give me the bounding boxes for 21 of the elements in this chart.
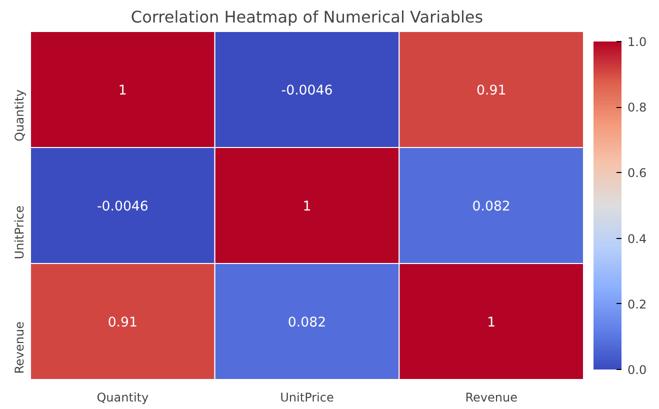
data-label: 0.91 bbox=[108, 316, 138, 330]
data-label: 0.082 bbox=[472, 200, 510, 214]
y-tick-label: Quantity bbox=[12, 89, 26, 142]
color-bar-label: 0.8 bbox=[628, 100, 647, 115]
x-tick-label: Quantity bbox=[96, 390, 149, 404]
color-bar-label: 1.0 bbox=[628, 35, 647, 49]
data-label: 1 bbox=[487, 316, 496, 330]
data-label: -0.0046 bbox=[96, 200, 148, 214]
data-label: -0.0046 bbox=[281, 84, 333, 98]
chart-title: Correlation Heatmap of Numerical Variables bbox=[130, 8, 484, 26]
y-tick-label: UnitPrice bbox=[12, 206, 26, 260]
color-bar-label: 0.2 bbox=[628, 297, 647, 312]
color-bar-label: 0.4 bbox=[628, 232, 647, 246]
x-tick-label: UnitPrice bbox=[280, 390, 334, 404]
data-label: 1 bbox=[302, 200, 312, 214]
data-label: 0.082 bbox=[288, 316, 326, 330]
color-bar-label: 0.0 bbox=[628, 363, 647, 377]
data-label: 1 bbox=[118, 84, 127, 98]
data-label: 0.91 bbox=[476, 84, 506, 98]
color-bar-label: 0.6 bbox=[628, 166, 647, 180]
x-tick-label: Revenue bbox=[465, 390, 518, 404]
